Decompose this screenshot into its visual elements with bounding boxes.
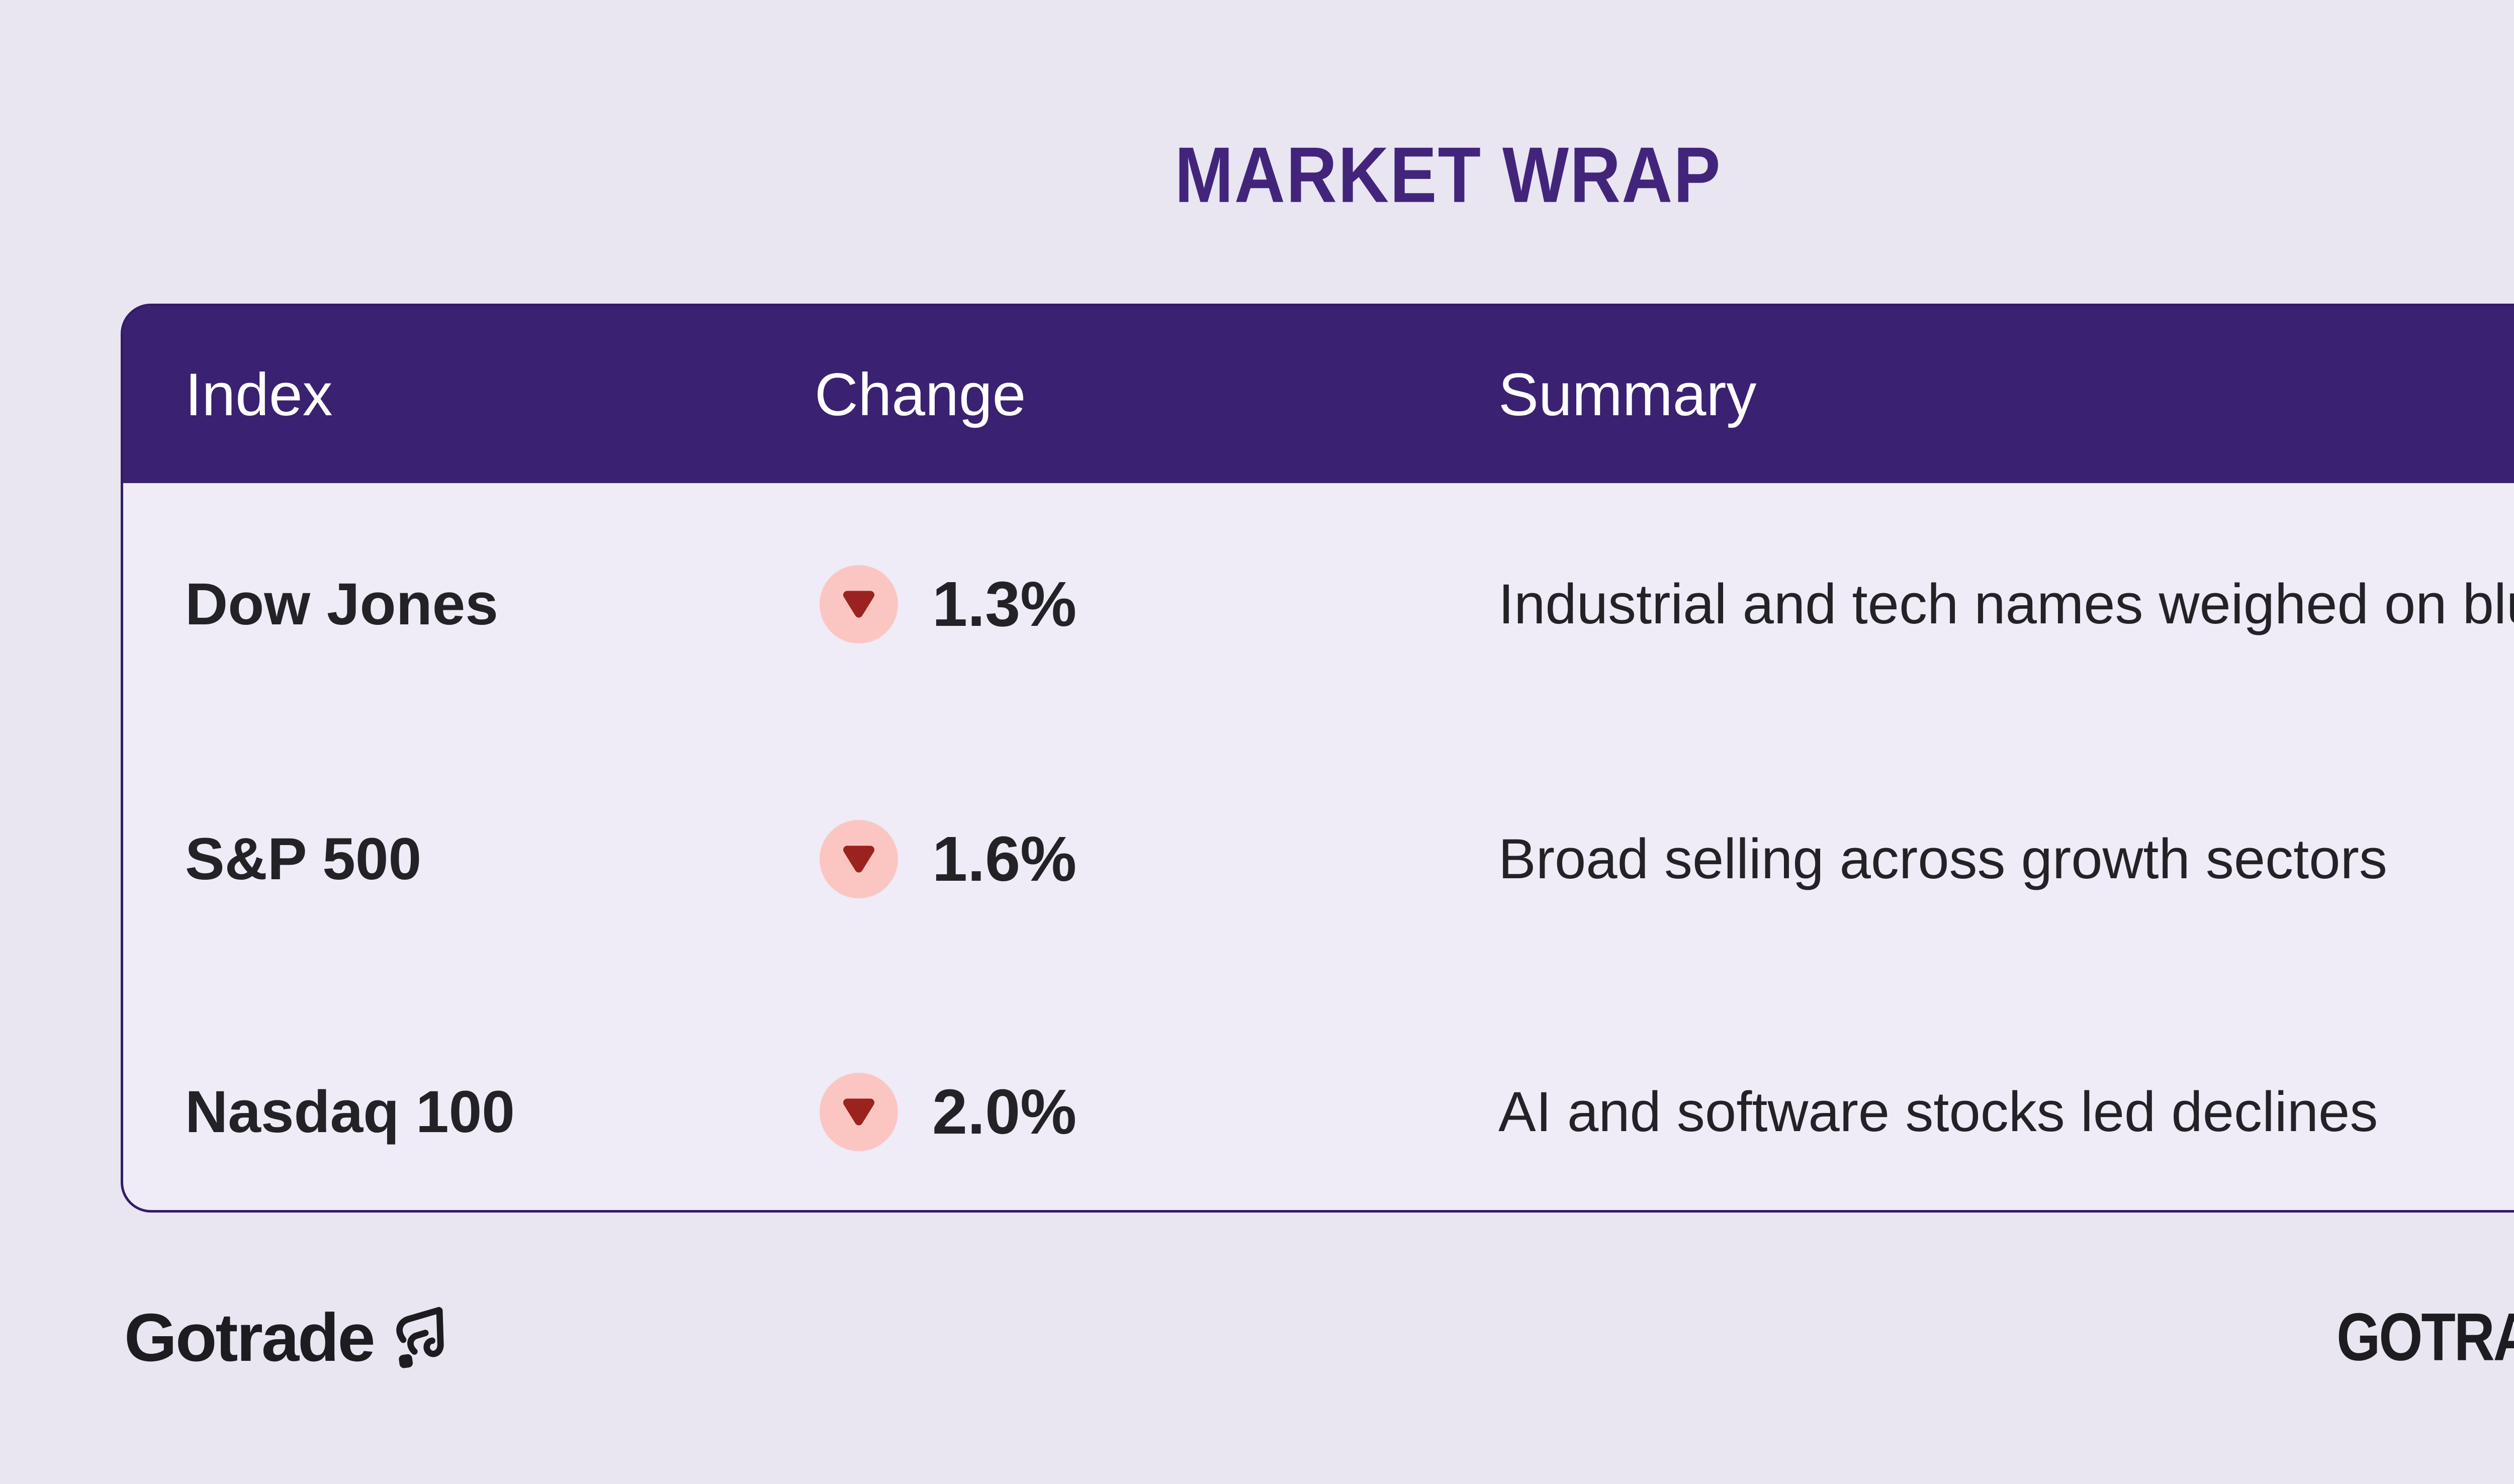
down-arrow-icon (820, 820, 898, 898)
column-header-summary: Summary (1498, 361, 1757, 428)
column-header-index: Index (185, 361, 333, 428)
page-title: MARKET WRAP (1175, 130, 1722, 219)
gotrade-logo-icon (396, 1307, 444, 1368)
publication-name: GOTRADE DAILY (2337, 1299, 2514, 1375)
summary-text: Broad selling across growth sectors (1498, 827, 2387, 890)
table-row: S&P 500 1.6% Broad selling across growth… (123, 820, 2514, 898)
down-arrow-icon (820, 1073, 898, 1151)
change-value: 1.6% (932, 823, 1077, 894)
table-header-row: Index Change Summary (123, 306, 2514, 483)
down-arrow-icon (820, 565, 898, 643)
change-value: 1.3% (932, 569, 1077, 639)
market-wrap-card: Index Change Summary Dow Jones 1.3% Indu… (121, 304, 2514, 1213)
summary-text: AI and software stocks led declines (1498, 1080, 2378, 1143)
table-row: Dow Jones 1.3% Industrial and tech names… (123, 565, 2514, 643)
index-name: Nasdaq 100 (185, 1079, 515, 1145)
column-header-change: Change (815, 361, 1026, 428)
change-cell: 2.0% (815, 1073, 1498, 1151)
change-value: 2.0% (932, 1076, 1077, 1147)
index-name: Dow Jones (185, 571, 498, 637)
summary-text: Industrial and tech names weighed on blu… (1498, 573, 2514, 635)
index-name: S&P 500 (185, 826, 422, 892)
change-cell: 1.6% (815, 820, 1498, 898)
publication-lockup: GOTRADE DAILY (2337, 1299, 2514, 1375)
change-cell: 1.3% (815, 565, 1498, 643)
table-row: Nasdaq 100 2.0% AI and software stocks l… (123, 1073, 2514, 1151)
brand-lockup: Gotrade (124, 1297, 453, 1377)
brand-wordmark: Gotrade (124, 1299, 376, 1375)
